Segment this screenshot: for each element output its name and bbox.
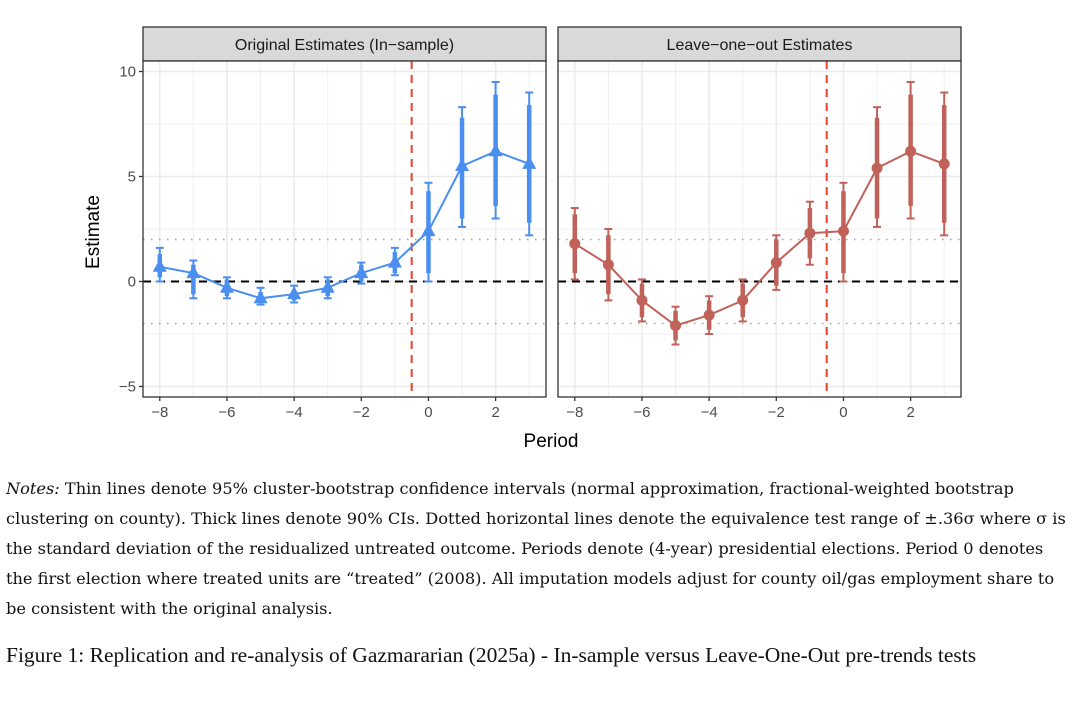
panel-title: Original Estimates (In−sample) bbox=[235, 37, 454, 54]
data-point-circle bbox=[602, 259, 614, 271]
data-point-triangle bbox=[354, 265, 369, 279]
data-point-triangle bbox=[387, 254, 402, 268]
y-tick-label: 10 bbox=[119, 64, 136, 81]
data-point-circle bbox=[703, 309, 715, 321]
x-tick-label: −8 bbox=[151, 404, 168, 421]
data-point-triangle bbox=[253, 290, 268, 304]
y-tick-label: −5 bbox=[119, 379, 136, 396]
x-tick-label: −2 bbox=[768, 404, 785, 421]
estimate-line bbox=[159, 150, 530, 300]
panel-title: Leave−one−out Estimates bbox=[667, 37, 853, 54]
data-point-circle bbox=[636, 294, 648, 306]
panel-strip bbox=[557, 26, 962, 62]
figure-notes: Notes: Thin lines denote 95% cluster-boo… bbox=[6, 474, 1072, 624]
data-point-triangle bbox=[522, 155, 537, 169]
data-point-triangle bbox=[186, 265, 201, 279]
x-axis-title: Period bbox=[524, 431, 579, 452]
x-tick-label: −6 bbox=[218, 404, 235, 421]
data-point-circle bbox=[804, 227, 816, 239]
data-point-circle bbox=[670, 320, 682, 332]
x-tick-label: 0 bbox=[424, 404, 432, 421]
data-point-triangle bbox=[320, 279, 335, 293]
x-tick-label: 2 bbox=[906, 404, 914, 421]
y-tick-label: 5 bbox=[128, 169, 136, 186]
panel-1: Original Estimates (In−sample) −8 −6 −4 −2 0 2… bbox=[119, 26, 547, 421]
data-point-triangle bbox=[287, 286, 302, 300]
x-tick-label: 2 bbox=[491, 404, 499, 421]
x-tick-label: −2 bbox=[353, 404, 370, 421]
panel-strip bbox=[142, 26, 547, 62]
data-point-triangle bbox=[455, 158, 470, 171]
y-axis-title: Estimate bbox=[83, 195, 104, 269]
estimate-line bbox=[574, 150, 945, 327]
data-point-circle bbox=[938, 158, 950, 170]
x-tick-label: −4 bbox=[286, 404, 303, 421]
x-tick-label: −4 bbox=[701, 404, 718, 421]
x-tick-label: −6 bbox=[633, 404, 650, 421]
data-point-triangle bbox=[488, 143, 503, 157]
data-point-circle bbox=[770, 257, 782, 269]
data-point-circle bbox=[737, 294, 749, 306]
notes-label: Notes: bbox=[6, 479, 60, 498]
y-tick-label: 0 bbox=[128, 274, 136, 291]
data-point-circle bbox=[871, 162, 883, 174]
panel-border bbox=[557, 60, 962, 398]
notes-text: Thin lines denote 95% cluster-bootstrap … bbox=[6, 479, 1066, 618]
data-point-circle bbox=[569, 238, 581, 250]
figure-chart: Original Estimates (In−sample) −8 −6 −4 −2 0 2… bbox=[83, 26, 962, 452]
x-tick-label: 0 bbox=[839, 404, 847, 421]
data-point-triangle bbox=[421, 223, 436, 237]
figure-caption: Figure 1: Replication and re-analysis of… bbox=[6, 643, 977, 667]
panel-border bbox=[142, 60, 547, 398]
data-point-circle bbox=[837, 225, 849, 237]
panel-2: Leave−one−out Estimates −8 −6 −4 −2 0 2 bbox=[557, 26, 962, 421]
data-point-circle bbox=[905, 145, 917, 157]
data-point-triangle bbox=[152, 258, 167, 272]
data-point-triangle bbox=[219, 279, 234, 293]
x-tick-label: −8 bbox=[566, 404, 583, 421]
